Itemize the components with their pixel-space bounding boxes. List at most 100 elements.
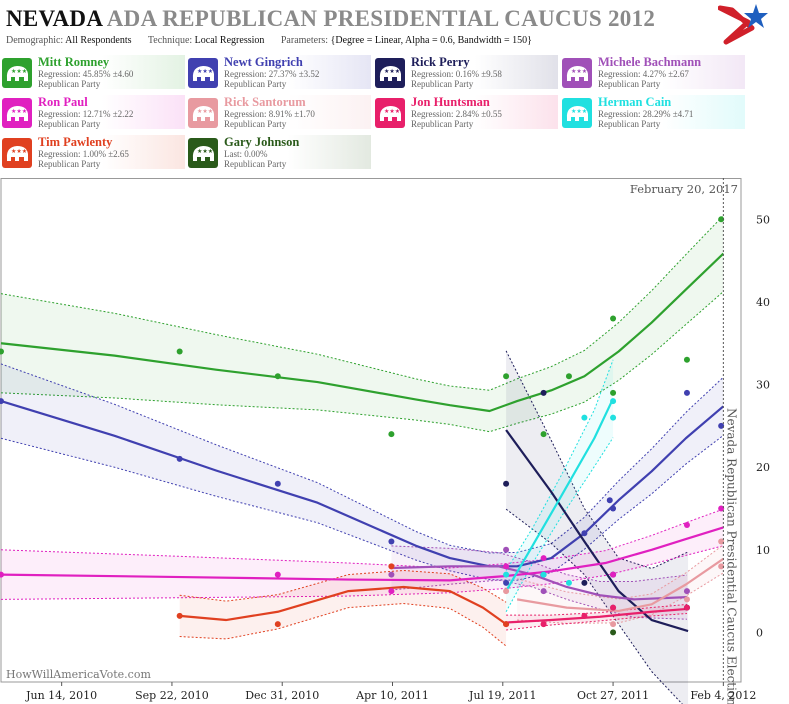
- legend-party: Republican Party: [38, 119, 101, 129]
- data-point: [388, 431, 395, 438]
- data-point: [540, 571, 547, 578]
- data-point: [718, 505, 725, 512]
- data-point: [610, 398, 617, 405]
- data-point: [565, 373, 572, 380]
- legend-stat: Regression: 1.00% ±2.65: [38, 149, 129, 159]
- event-label: Nevada Republican Presidential Caucus El…: [724, 408, 738, 704]
- data-point: [610, 629, 617, 636]
- data-point: [274, 571, 281, 578]
- series-line: [391, 565, 688, 601]
- data-point: [565, 579, 572, 586]
- data-point: [540, 588, 547, 595]
- legend-name: Herman Cain: [598, 95, 672, 109]
- legend-name: Ron Paul: [38, 95, 88, 109]
- title-rest: ADA REPUBLICAN PRESIDENTIAL CAUCUS 2012: [106, 6, 656, 31]
- upper-bound-line: [505, 359, 614, 571]
- data-point: [274, 480, 281, 487]
- elephant-icon: ★★★: [2, 138, 32, 168]
- upper-bound-line: [506, 603, 688, 616]
- data-point: [540, 431, 547, 438]
- legend-party: Republican Party: [38, 79, 101, 89]
- legend-stat: Regression: 12.71% ±2.22: [38, 109, 134, 119]
- series-line: [0, 526, 724, 582]
- svg-text:★★★: ★★★: [197, 68, 213, 75]
- confidence-band: [1, 363, 724, 581]
- data-point: [581, 612, 588, 619]
- data-point: [503, 563, 510, 570]
- legend-stat: Regression: 0.16% ±9.58: [411, 69, 502, 79]
- svg-text:★★★: ★★★: [384, 108, 400, 115]
- confidence-band: [506, 350, 689, 704]
- data-point: [503, 621, 510, 628]
- data-point: [683, 356, 690, 363]
- legend-party: Republican Party: [224, 119, 287, 129]
- svg-text:★★★: ★★★: [197, 108, 213, 115]
- data-point: [610, 505, 617, 512]
- data-point: [610, 604, 617, 611]
- legend-name: Tim Pawlenty: [38, 135, 113, 149]
- legend-name: Mitt Romney: [38, 55, 110, 69]
- param-label: Demographic:: [6, 35, 64, 46]
- y-tick-label: 30: [756, 379, 770, 392]
- legend-party: Republican Party: [411, 79, 474, 89]
- param-label: Technique:: [147, 35, 193, 46]
- param-parameters: Parameters: {Degree = Linear, Alpha = 0.…: [281, 35, 532, 46]
- legend-name: Gary Johnson: [224, 135, 300, 149]
- data-point: [683, 389, 690, 396]
- data-point: [0, 348, 4, 355]
- svg-text:★★★: ★★★: [571, 68, 587, 75]
- legend-stat: Regression: 8.91% ±1.70: [224, 109, 315, 119]
- lower-bound-line: [0, 545, 724, 600]
- legend-name: Jon Huntsman: [411, 95, 490, 109]
- legend-item: ★★★ Rick Perry Regression: 0.16% ±9.58 Repu…: [373, 55, 558, 89]
- data-point: [503, 571, 510, 578]
- legend-party: Republican Party: [598, 119, 661, 129]
- legend-item: ★★★ Rick Santorum Regression: 8.91% ±1.70 R…: [186, 95, 371, 129]
- chart-header: NEVADA ADA REPUBLICAN PRESIDENTIAL CAUCU…: [0, 0, 789, 50]
- data-point: [388, 571, 395, 578]
- data-point: [274, 621, 281, 628]
- data-point: [718, 422, 725, 429]
- y-tick-label: 10: [756, 544, 770, 557]
- data-point: [503, 588, 510, 595]
- legend-stat: Last: 0.00%: [224, 149, 268, 159]
- data-point: [718, 216, 725, 223]
- elephant-icon: ★★★: [562, 58, 592, 88]
- lower-bound-line: [517, 572, 724, 624]
- data-point: [540, 555, 547, 562]
- data-point: [683, 596, 690, 603]
- upper-bound-line: [505, 350, 689, 570]
- series-line: [516, 557, 724, 613]
- x-tick-label: Feb 4, 2012: [690, 689, 756, 702]
- svg-text:★★★: ★★★: [571, 108, 587, 115]
- x-tick-label: Jul 19, 2011: [468, 689, 537, 702]
- upper-bound-line: [391, 545, 688, 582]
- legend-stat: Regression: 2.84% ±0.55: [411, 109, 502, 119]
- data-point: [610, 315, 617, 322]
- svg-text:★★★: ★★★: [11, 148, 27, 155]
- upper-bound-line: [0, 215, 724, 391]
- legend-name: Michele Bachmann: [598, 55, 702, 69]
- data-point: [176, 455, 183, 462]
- confidence-band: [1, 215, 724, 432]
- data-point: [503, 480, 510, 487]
- data-point: [718, 563, 725, 570]
- param-value: All Respondents: [65, 35, 132, 46]
- param-value: Local Regression: [194, 35, 265, 46]
- elephant-icon: ★★★: [2, 98, 32, 128]
- legend-item: ★★★ Herman Cain Regression: 28.29% ±4.71 Re…: [560, 95, 745, 129]
- legend-party: Republican Party: [598, 79, 661, 89]
- elephant-icon: ★★★: [562, 98, 592, 128]
- legend-stat: Regression: 27.37% ±3.52: [224, 69, 320, 79]
- data-point: [610, 414, 617, 421]
- legend-item: ★★★ Ron Paul Regression: 12.71% ±2.22 Repub…: [0, 95, 185, 129]
- series-line: [505, 398, 615, 592]
- data-point: [581, 530, 588, 537]
- data-point: [683, 588, 690, 595]
- x-tick-label: Jun 14, 2010: [25, 689, 97, 702]
- series-line: [505, 429, 689, 633]
- y-tick-label: 50: [756, 213, 770, 226]
- confidence-band: [517, 544, 724, 624]
- upper-bound-line: [516, 544, 724, 600]
- title-state: NEVADA: [6, 6, 102, 31]
